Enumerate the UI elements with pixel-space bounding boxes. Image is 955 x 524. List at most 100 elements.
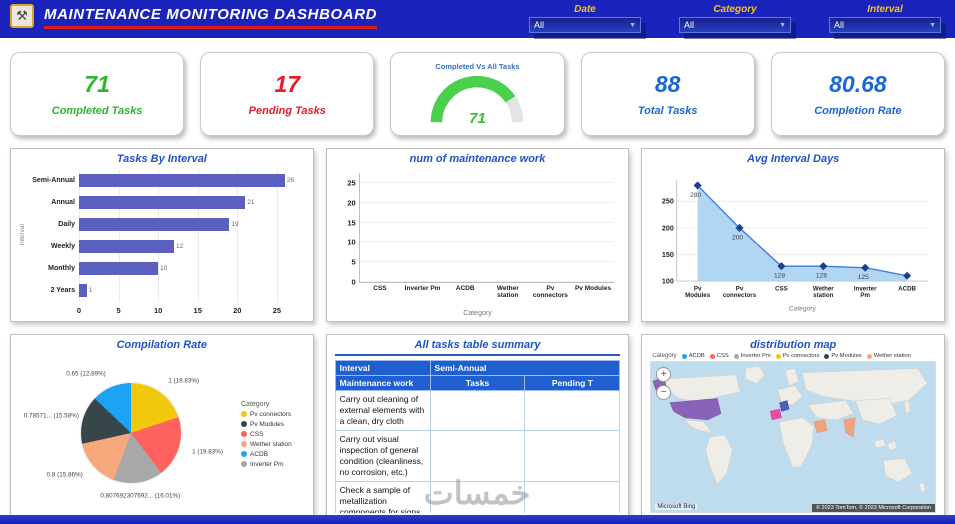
table-header-row: Interval Semi-Annual bbox=[334, 360, 621, 376]
bar-zone: 19 bbox=[79, 217, 297, 231]
map-mexico bbox=[684, 419, 713, 434]
maintenance-work-chart: num of maintenance work 0 5 10 15 20 25 CSS Inv… bbox=[325, 148, 630, 322]
legend-item-css: CSS bbox=[241, 431, 305, 438]
table-row: Carry out cleaning of external elements … bbox=[334, 389, 621, 432]
legend-label: Pv connectors bbox=[782, 353, 820, 359]
legend-item-wether-station: Wether station bbox=[866, 353, 911, 359]
legend-item-acdb: ACDB bbox=[241, 451, 305, 458]
map-brand-label: Microsoft Bing bbox=[655, 504, 698, 510]
chart-title: num of maintenance work bbox=[409, 153, 546, 165]
bar-monthly[interactable] bbox=[79, 262, 159, 276]
legend-label: Pv Modules bbox=[831, 353, 862, 359]
avg-interval-days-chart: Avg Interval Days 100 150 200 250 280 200 128 1… bbox=[641, 148, 945, 322]
cell-tasks bbox=[429, 389, 526, 432]
bars bbox=[360, 173, 615, 282]
chart-title: Avg Interval Days bbox=[746, 153, 840, 165]
gauge-value: 71 bbox=[469, 110, 486, 127]
zoom-out-button[interactable]: − bbox=[656, 385, 672, 400]
bar-semi-annual[interactable] bbox=[79, 173, 285, 187]
table-header-interval: Interval bbox=[334, 360, 431, 376]
x-tick-label: 5 bbox=[116, 306, 121, 315]
map-japan bbox=[904, 400, 911, 414]
pie-slice-label: 1 (19.83%) bbox=[168, 377, 200, 385]
pie-slice-label: 0.65 (12.89%) bbox=[66, 370, 106, 378]
pie-chart[interactable] bbox=[81, 383, 181, 483]
legend-label: Pv connectors bbox=[250, 410, 292, 418]
category-labels: CSS Inverter Pm ACDB Wether station Pv conne… bbox=[359, 285, 615, 307]
world-map[interactable]: + − Microsoft Bing © 2023 TomTom, © 2023… bbox=[650, 361, 936, 513]
area-chart-svg[interactable]: 100 150 200 250 280 200 128 128 125 Pv Modules Pv co… bbox=[650, 167, 936, 317]
pie-slice-label: 0.807692307692... (16.01%) bbox=[100, 492, 181, 500]
plot-area: 0 5 10 15 20 25 bbox=[347, 173, 615, 287]
bar-zone: 21 bbox=[79, 195, 297, 209]
bar-zone: 1 bbox=[79, 284, 297, 298]
column-header-maintenance-work: Maintenance work bbox=[334, 375, 431, 391]
y-tick-label: 15 bbox=[347, 218, 356, 228]
legend-color-dot bbox=[241, 461, 247, 467]
svg-text:250: 250 bbox=[662, 198, 674, 206]
kpi-total-label: Total Tasks bbox=[637, 105, 698, 117]
world-map-svg bbox=[651, 362, 935, 512]
legend-label: Inverter Pm bbox=[740, 353, 771, 359]
slicer-label-date: Date bbox=[574, 4, 596, 15]
category-label: Daily bbox=[58, 220, 75, 228]
cell-pending bbox=[524, 389, 621, 432]
map-france-highlight bbox=[779, 400, 790, 412]
table-column-headers: Maintenance work Tasks Pending T bbox=[334, 375, 621, 391]
tasks-summary-table[interactable]: Interval Semi-Annual Maintenance work Tasks… bbox=[334, 360, 621, 513]
cell-maintenance-work: Check a sample of metallization componen… bbox=[334, 481, 431, 513]
bar-2-years[interactable] bbox=[79, 284, 87, 298]
slicer-dropdown-interval[interactable]: All ▼ bbox=[829, 17, 941, 33]
slicer-dropdown-date[interactable]: All ▼ bbox=[529, 17, 641, 33]
bar-zone: 12 bbox=[79, 240, 297, 254]
gauge-arc bbox=[431, 75, 524, 123]
slicer-bar: Date All ▼ Category All ▼ Interval All ▼ bbox=[529, 4, 945, 33]
vertical-bar-plot: 0 5 10 15 20 25 CSS Inverter Pm ACDB Wether stati… bbox=[335, 167, 621, 317]
legend-color-dot bbox=[241, 441, 247, 447]
x-axis-title: Category bbox=[463, 310, 492, 317]
category-label: Monthly bbox=[48, 265, 75, 273]
chart-title: distribution map bbox=[750, 339, 837, 351]
slicer-date: Date All ▼ bbox=[529, 4, 641, 33]
map-central-asia bbox=[807, 400, 855, 421]
category-label: Wether station bbox=[496, 285, 519, 300]
chevron-down-icon: ▼ bbox=[629, 21, 636, 29]
map-legend: Category ACDB CSS Inverter Pm Pv connectors P… bbox=[652, 353, 936, 359]
slicer-label-interval: Interval bbox=[867, 4, 903, 15]
kpi-completed-label: Completed Tasks bbox=[51, 105, 143, 117]
chart-title: All tasks table summary bbox=[334, 339, 621, 356]
legend-label: Wether station bbox=[250, 440, 292, 448]
gridline bbox=[359, 181, 615, 183]
bar-value-label: 1 bbox=[88, 287, 93, 295]
pie-zone: 1 (19.83%) 1 (19.83%) 0.807692307692... (1… bbox=[19, 353, 239, 515]
zoom-in-button[interactable]: + bbox=[656, 367, 672, 382]
bar-annual[interactable] bbox=[79, 195, 246, 209]
legend-item-pv-connectors: Pv connectors bbox=[241, 411, 305, 418]
legend-item-wether-station: Wether station bbox=[241, 441, 305, 448]
legend-color-dot bbox=[241, 421, 247, 427]
cell-pending bbox=[524, 481, 621, 513]
svg-text:100: 100 bbox=[662, 277, 674, 285]
bar-weekly[interactable] bbox=[79, 240, 174, 254]
svg-text:125: 125 bbox=[858, 274, 869, 281]
bar-zone: 26 bbox=[79, 173, 297, 187]
bar-row: Daily 19 bbox=[27, 217, 297, 231]
svg-text:CSS: CSS bbox=[775, 286, 788, 293]
kpi-completed-tasks-card: 71 Completed Tasks bbox=[10, 52, 185, 136]
category-label: ACDB bbox=[455, 285, 475, 292]
map-africa bbox=[779, 417, 815, 468]
chart-title: Tasks By Interval bbox=[116, 153, 207, 165]
bar-daily[interactable] bbox=[79, 217, 230, 231]
bar-row: Semi-Annual 26 bbox=[27, 173, 297, 187]
kpi-pending-value: 17 bbox=[274, 71, 301, 97]
summary-table: Interval Semi-Annual Maintenance work Tasks… bbox=[334, 360, 621, 513]
category-label: Annual bbox=[51, 198, 75, 206]
slicer-label-category: Category bbox=[713, 4, 757, 15]
legend-label: Inverter Pm bbox=[250, 460, 284, 468]
slicer-dropdown-category[interactable]: All ▼ bbox=[679, 17, 791, 33]
cell-maintenance-work: Carry out visual inspection of general c… bbox=[334, 430, 431, 483]
distribution-map-card: distribution map Category ACDB CSS Inverter… bbox=[641, 334, 945, 518]
gridline bbox=[359, 221, 615, 223]
map-indonesia-1 bbox=[874, 438, 887, 449]
